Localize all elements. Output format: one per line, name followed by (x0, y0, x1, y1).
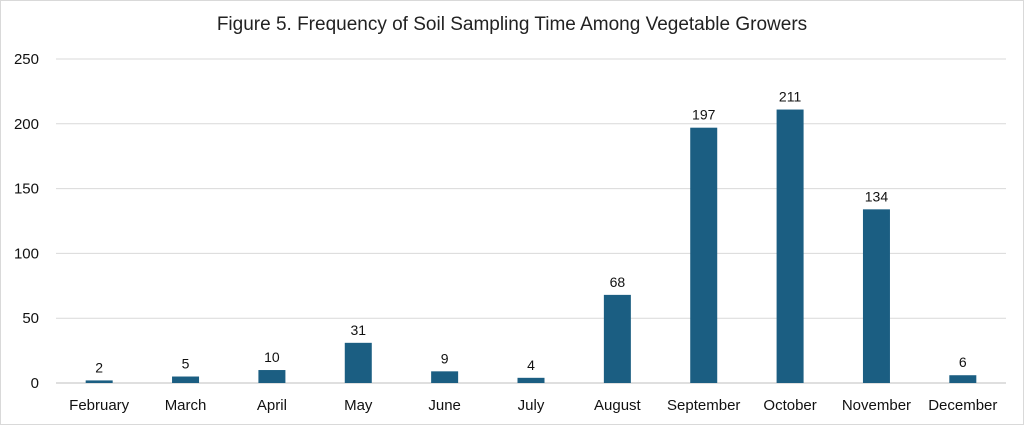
y-tick-label-250: 250 (14, 51, 39, 68)
bar-november (862, 209, 890, 383)
x-tick-label-september: September (667, 397, 740, 414)
data-label-august: 68 (610, 274, 626, 290)
bar-june (431, 371, 459, 383)
data-label-february: 2 (95, 359, 103, 375)
data-label-june: 9 (441, 350, 449, 366)
bar-december (949, 375, 977, 383)
bar-february (85, 380, 113, 383)
x-tick-label-february: February (69, 397, 130, 414)
bar-october (776, 109, 804, 383)
y-tick-label-50: 50 (22, 310, 39, 327)
data-label-december: 6 (959, 354, 967, 370)
data-label-october: 211 (779, 89, 802, 105)
data-label-may: 31 (350, 322, 366, 338)
data-label-september: 197 (692, 107, 716, 123)
y-tick-label-150: 150 (14, 181, 39, 198)
data-label-november: 134 (865, 188, 889, 204)
bar-august (603, 294, 631, 383)
y-tick-label-200: 200 (14, 116, 39, 133)
data-label-march: 5 (182, 356, 190, 372)
bar-july (517, 377, 545, 383)
x-tick-label-october: October (763, 397, 816, 414)
x-tick-label-march: March (165, 397, 207, 414)
x-tick-label-april: April (257, 397, 287, 414)
x-tick-label-july: July (518, 397, 545, 414)
bar-may (344, 342, 372, 383)
x-tick-label-november: November (842, 397, 911, 414)
y-tick-label-0: 0 (31, 375, 39, 392)
x-tick-label-december: December (928, 397, 997, 414)
y-tick-label-100: 100 (14, 245, 39, 262)
bar-march (172, 376, 200, 383)
x-tick-label-may: May (344, 397, 373, 414)
chart-title: Figure 5. Frequency of Soil Sampling Tim… (216, 14, 808, 35)
bar-september (690, 127, 718, 383)
x-tick-label-june: June (428, 397, 461, 414)
bar-april (258, 370, 286, 383)
x-tick-label-august: August (594, 397, 642, 414)
data-label-july: 4 (527, 357, 535, 373)
data-label-april: 10 (264, 349, 280, 365)
